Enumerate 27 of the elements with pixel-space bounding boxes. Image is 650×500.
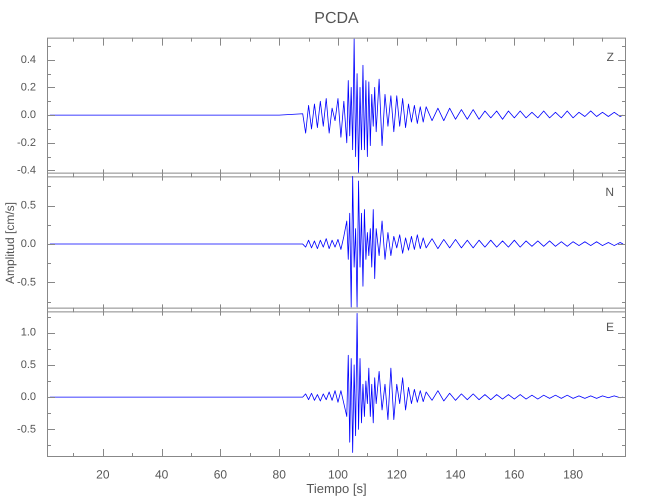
x-tick-label: 100 <box>328 468 348 482</box>
y-axis-title: Amplitud [cm/s] <box>3 201 17 284</box>
x-tick-label: 160 <box>504 468 525 482</box>
y-tick-label: -0.2 <box>17 136 36 149</box>
y-tick-label: -0.5 <box>17 423 36 436</box>
chart-title: PCDA <box>313 10 360 28</box>
annotation: Z <box>606 50 614 64</box>
x-tick-label: 20 <box>96 468 110 482</box>
annotation: N <box>605 184 614 199</box>
x-tick-label: 120 <box>386 468 408 482</box>
y-tick-label: 0.5 <box>20 200 36 212</box>
x-tick-label: 40 <box>154 468 169 482</box>
y-tick-label: 0.0 <box>20 238 36 250</box>
x-tick-label: 80 <box>272 468 286 482</box>
annotation: E <box>606 320 614 334</box>
y-tick-label: 0.5 <box>20 358 36 371</box>
y-tick-label: 0.0 <box>20 391 36 404</box>
x-tick-label: 140 <box>446 468 466 482</box>
y-tick-label: -0.4 <box>17 164 36 177</box>
x-tick-label: 180 <box>563 468 584 482</box>
x-tick-label: 60 <box>214 468 228 482</box>
y-tick-label: -0.5 <box>17 276 36 288</box>
y-tick-label: 0.4 <box>20 54 36 66</box>
x-axis-title: Tiempo [s] <box>305 481 368 496</box>
y-tick-label: 0.0 <box>20 109 36 122</box>
y-tick-label: 1.0 <box>20 326 36 339</box>
y-tick-label: 0.2 <box>20 81 36 94</box>
